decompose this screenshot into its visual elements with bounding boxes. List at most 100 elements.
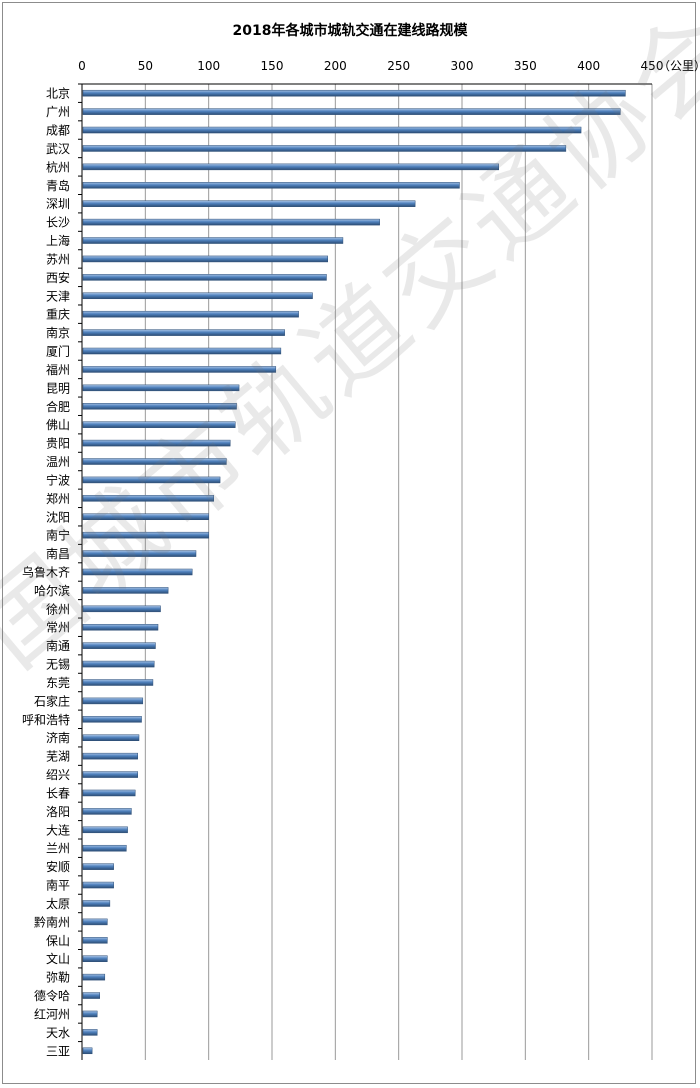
category-label: 南宁 [46, 528, 70, 543]
bar [82, 679, 154, 686]
chart-title: 2018年各城市城轨交通在建线路规模 [232, 23, 468, 39]
category-label: 安顺 [46, 859, 70, 874]
bar [82, 329, 285, 336]
bar [82, 752, 138, 760]
bar [82, 255, 328, 263]
category-label: 南昌 [46, 546, 70, 561]
category-label: 南平 [46, 878, 70, 893]
bar [82, 403, 237, 410]
bar [82, 771, 138, 778]
bar [82, 476, 221, 484]
category-label: 北京 [46, 87, 70, 101]
bar [82, 826, 128, 834]
bar [82, 734, 140, 741]
category-label: 郑州 [46, 491, 70, 506]
bar [82, 660, 155, 668]
category-label: 厦门 [46, 344, 70, 359]
bar [82, 973, 106, 981]
bar [82, 605, 161, 613]
bar [82, 163, 499, 171]
bar [82, 89, 626, 97]
bar [82, 310, 299, 318]
category-label: 武汉 [46, 142, 70, 156]
category-label: 红河州 [34, 1006, 70, 1021]
bar [82, 937, 108, 944]
bar [82, 218, 380, 226]
bar [82, 531, 209, 539]
bar [82, 237, 344, 244]
bar [82, 1029, 98, 1036]
category-label: 保山 [46, 934, 70, 948]
category-label: 太原 [46, 896, 70, 911]
category-label: 文山 [46, 951, 70, 966]
category-label: 绍兴 [46, 768, 70, 782]
category-label: 南通 [46, 638, 70, 653]
category-label: 合肥 [46, 399, 70, 414]
category-label: 弥勒 [46, 970, 70, 985]
bar [82, 697, 144, 705]
category-label: 东莞 [46, 676, 70, 690]
category-label: 洛阳 [46, 804, 70, 819]
category-label: 成都 [46, 124, 70, 138]
category-label: 福州 [46, 362, 70, 377]
bar [82, 421, 236, 428]
category-label: 德令哈 [34, 988, 70, 1003]
bar [82, 200, 416, 207]
category-label: 南京 [46, 325, 70, 340]
bar [82, 587, 169, 594]
category-label: 长沙 [46, 216, 70, 230]
category-label: 乌鲁木齐 [22, 565, 70, 580]
category-label: 昆明 [46, 381, 70, 395]
bar [82, 145, 567, 152]
category-label: 温州 [46, 455, 70, 469]
category-label: 重庆 [46, 308, 70, 322]
category-label: 常州 [46, 621, 70, 635]
category-label: 石家庄 [34, 693, 70, 708]
category-label: 广州 [46, 105, 70, 119]
bar [82, 108, 621, 115]
category-label: 芜湖 [46, 749, 70, 764]
x-tick-label: 250 [387, 59, 410, 73]
x-tick-label: 50 [138, 59, 153, 73]
category-label: 黔南州 [34, 914, 70, 929]
category-label: 青岛 [46, 178, 70, 193]
bar [82, 642, 156, 649]
category-label: 苏州 [46, 252, 70, 266]
x-tick-label: 450 [641, 59, 664, 73]
bar [82, 900, 111, 907]
category-label: 哈尔滨 [34, 583, 70, 598]
category-label: 济南 [46, 730, 70, 745]
category-label: 天水 [46, 1026, 70, 1040]
x-tick-label: 200 [324, 59, 347, 73]
bar [82, 808, 132, 815]
bar [82, 623, 159, 631]
bar [82, 716, 142, 723]
bar [82, 1010, 98, 1018]
bar [82, 568, 193, 576]
x-tick-label: 400 [577, 59, 600, 73]
bar [82, 126, 582, 134]
category-label: 天津 [46, 289, 70, 303]
x-tick-label: 0 [78, 59, 86, 73]
bar [82, 458, 227, 465]
bar [82, 182, 460, 189]
bar [82, 366, 277, 373]
bar [82, 881, 114, 889]
category-label: 三亚 [46, 1044, 70, 1058]
category-label: 深圳 [46, 197, 70, 211]
category-label: 上海 [46, 233, 70, 248]
category-label: 徐州 [46, 601, 70, 616]
category-label: 长春 [46, 786, 70, 800]
category-label: 无锡 [46, 657, 70, 672]
bar [82, 384, 240, 392]
bar [82, 992, 100, 999]
bar [82, 274, 327, 281]
category-label: 杭州 [46, 159, 70, 174]
bar [82, 1047, 93, 1055]
x-tick-label: 150 [261, 59, 284, 73]
bar [82, 495, 214, 502]
category-label: 大连 [46, 822, 70, 837]
x-unit-label: （公里） [658, 59, 700, 73]
bar [82, 550, 197, 557]
